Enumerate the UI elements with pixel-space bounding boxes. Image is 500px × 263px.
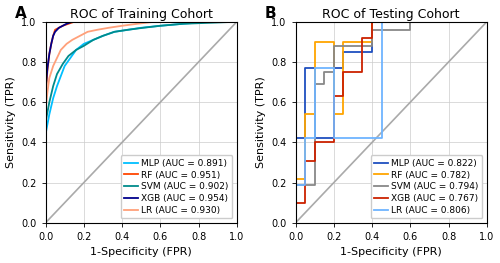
Y-axis label: Sensitivity (TPR): Sensitivity (TPR) — [256, 77, 266, 168]
Text: B: B — [265, 6, 276, 21]
Legend: MLP (AUC = 0.822), RF (AUC = 0.782), SVM (AUC = 0.794), XGB (AUC = 0.767), LR (A: MLP (AUC = 0.822), RF (AUC = 0.782), SVM… — [370, 155, 482, 218]
X-axis label: 1-Specificity (FPR): 1-Specificity (FPR) — [340, 247, 442, 257]
Title: ROC of Testing Cohort: ROC of Testing Cohort — [322, 8, 460, 21]
Text: A: A — [15, 6, 26, 21]
Legend: MLP (AUC = 0.891), RF (AUC = 0.951), SVM (AUC = 0.902), XGB (AUC = 0.954), LR (A: MLP (AUC = 0.891), RF (AUC = 0.951), SVM… — [120, 155, 232, 218]
Y-axis label: Sensitivity (TPR): Sensitivity (TPR) — [6, 77, 16, 168]
X-axis label: 1-Specificity (FPR): 1-Specificity (FPR) — [90, 247, 192, 257]
Title: ROC of Training Cohort: ROC of Training Cohort — [70, 8, 212, 21]
